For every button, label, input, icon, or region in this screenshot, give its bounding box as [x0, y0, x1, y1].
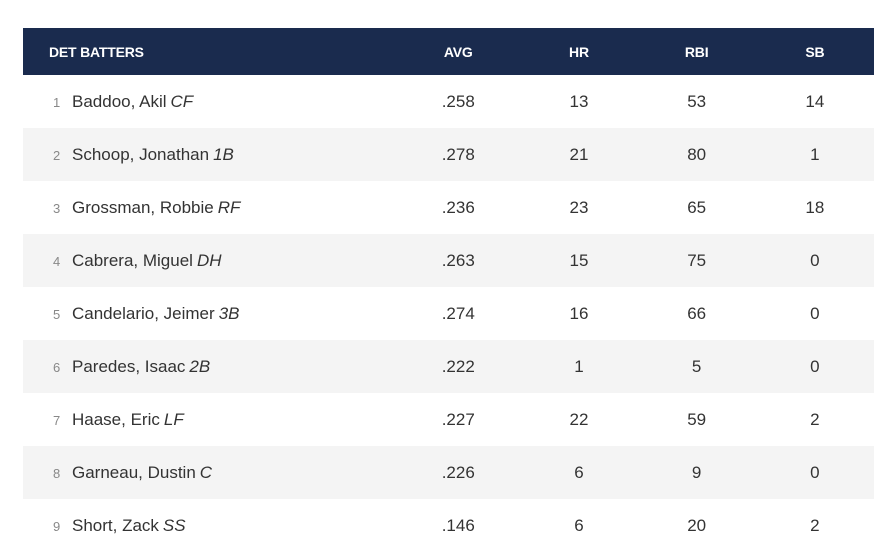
table-row: 2 Schoop, Jonathan 1B .278 21 80 1	[23, 128, 874, 181]
avg-cell: .263	[441, 250, 475, 270]
rbi-cell: 80	[687, 144, 707, 164]
avg-cell: .274	[441, 303, 475, 323]
rbi-cell: 59	[687, 409, 707, 429]
rbi-cell: 53	[687, 91, 707, 111]
batting-order: 9	[53, 518, 61, 534]
batter-name[interactable]: Grossman, Robbie	[72, 197, 214, 217]
avg-cell: .278	[441, 144, 475, 164]
batter-cell: 2 Schoop, Jonathan 1B	[23, 128, 402, 181]
hr-cell: 13	[569, 91, 589, 111]
table-row: 7 Haase, Eric LF .227 22 59 2	[23, 393, 874, 446]
batting-order: 8	[53, 465, 61, 481]
batter-cell: 7 Haase, Eric LF	[23, 393, 402, 446]
batter-name[interactable]: Candelario, Jeimer	[72, 303, 215, 323]
batting-order: 2	[53, 147, 61, 163]
rbi-cell: 65	[687, 197, 707, 217]
hr-cell: 1	[574, 356, 584, 376]
avg-cell: .226	[441, 462, 475, 482]
table-row: 8 Garneau, Dustin C .226 6 9 0	[23, 446, 874, 499]
rbi-cell: 5	[691, 356, 702, 376]
batting-order: 5	[53, 306, 61, 322]
avg-cell: .258	[441, 91, 475, 111]
avg-cell: .236	[441, 197, 475, 217]
sb-cell: 0	[810, 462, 820, 482]
hr-cell: 15	[569, 250, 589, 270]
header-rbi[interactable]: RBI	[684, 43, 709, 60]
header-sb[interactable]: SB	[805, 43, 825, 60]
rbi-cell: 75	[687, 250, 707, 270]
table-row: 1 Baddoo, Akil CF .258 13 53 14	[23, 75, 874, 128]
batter-position: CF	[170, 91, 194, 111]
batter-position: 2B	[189, 356, 211, 376]
batter-name[interactable]: Short, Zack	[72, 515, 159, 535]
sb-cell: 0	[810, 356, 820, 376]
table-row: 3 Grossman, Robbie RF .236 23 65 18	[23, 181, 874, 234]
batting-order: 4	[53, 253, 61, 269]
batter-cell: 4 Cabrera, Miguel DH	[23, 234, 402, 287]
batter-cell: 8 Garneau, Dustin C	[23, 446, 402, 499]
sb-cell: 18	[805, 197, 825, 217]
batters-table-container: DET BATTERS AVG HR RBI SB 1 Baddoo, Akil C…	[23, 28, 874, 552]
batter-position: LF	[163, 409, 184, 429]
batter-name[interactable]: Paredes, Isaac	[72, 356, 186, 376]
table-header-row: DET BATTERS AVG HR RBI SB	[23, 28, 874, 75]
batter-cell: 9 Short, Zack SS	[23, 499, 402, 552]
batting-order: 3	[53, 200, 61, 216]
avg-cell: .227	[441, 409, 475, 429]
header-team-batters: DET BATTERS	[49, 43, 144, 60]
batter-cell: 3 Grossman, Robbie RF	[23, 181, 402, 234]
header-avg[interactable]: AVG	[443, 43, 473, 60]
batters-table: DET BATTERS AVG HR RBI SB 1 Baddoo, Akil C…	[23, 28, 874, 552]
avg-cell: .146	[441, 515, 475, 535]
batting-order: 7	[53, 412, 61, 428]
batter-name[interactable]: Schoop, Jonathan	[72, 144, 210, 164]
batter-position: SS	[162, 515, 186, 535]
table-row: 9 Short, Zack SS .146 6 20 2	[23, 499, 874, 552]
batter-name[interactable]: Garneau, Dustin	[72, 462, 196, 482]
table-row: 5 Candelario, Jeimer 3B .274 16 66 0	[23, 287, 874, 340]
hr-cell: 6	[574, 515, 584, 535]
batter-name[interactable]: Haase, Eric	[72, 409, 160, 429]
batter-position: 1B	[213, 144, 234, 164]
sb-cell: 14	[805, 91, 825, 111]
header-hr[interactable]: HR	[569, 43, 589, 60]
hr-cell: 23	[569, 197, 589, 217]
hr-cell: 21	[569, 144, 589, 164]
batter-position: RF	[217, 197, 241, 217]
sb-cell: 2	[810, 409, 820, 429]
batter-position: DH	[196, 250, 222, 270]
sb-cell: 0	[810, 250, 820, 270]
batting-order: 6	[53, 359, 61, 375]
table-row: 6 Paredes, Isaac 2B .222 1 5 0	[23, 340, 874, 393]
sb-cell: 0	[810, 303, 820, 323]
hr-cell: 16	[569, 303, 589, 323]
batter-cell: 5 Candelario, Jeimer 3B	[23, 287, 402, 340]
batter-position: 3B	[218, 303, 240, 323]
avg-cell: .222	[441, 356, 475, 376]
batter-cell: 1 Baddoo, Akil CF	[23, 75, 402, 128]
batting-order: 1	[53, 94, 61, 110]
batter-position: C	[199, 462, 213, 482]
hr-cell: 6	[574, 462, 584, 482]
sb-cell: 1	[810, 144, 820, 164]
rbi-cell: 9	[691, 462, 702, 482]
table-row: 4 Cabrera, Miguel DH .263 15 75 0	[23, 234, 874, 287]
sb-cell: 2	[810, 515, 820, 535]
batter-name[interactable]: Cabrera, Miguel	[72, 250, 193, 270]
rbi-cell: 20	[687, 515, 707, 535]
hr-cell: 22	[569, 409, 589, 429]
batter-cell: 6 Paredes, Isaac 2B	[23, 340, 402, 393]
batter-name[interactable]: Baddoo, Akil	[72, 91, 167, 111]
rbi-cell: 66	[687, 303, 707, 323]
